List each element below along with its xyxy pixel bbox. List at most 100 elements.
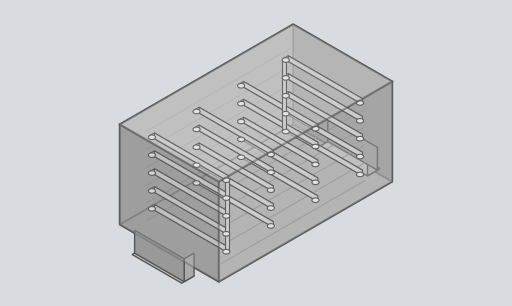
Ellipse shape <box>148 153 156 157</box>
Polygon shape <box>219 81 392 282</box>
Ellipse shape <box>282 94 289 98</box>
Polygon shape <box>199 107 273 156</box>
Polygon shape <box>199 179 273 227</box>
Polygon shape <box>283 112 287 132</box>
Ellipse shape <box>356 118 364 123</box>
Ellipse shape <box>223 214 230 218</box>
Ellipse shape <box>356 136 364 141</box>
Ellipse shape <box>223 249 230 254</box>
Polygon shape <box>150 151 229 197</box>
Ellipse shape <box>193 127 200 132</box>
Polygon shape <box>283 109 362 155</box>
Polygon shape <box>293 24 392 181</box>
Ellipse shape <box>267 188 274 192</box>
Ellipse shape <box>356 154 364 159</box>
Polygon shape <box>150 204 229 250</box>
Ellipse shape <box>312 144 319 149</box>
Polygon shape <box>120 125 392 282</box>
Ellipse shape <box>267 224 274 228</box>
Ellipse shape <box>267 152 274 157</box>
Polygon shape <box>199 143 273 192</box>
Polygon shape <box>283 94 287 114</box>
Ellipse shape <box>267 170 274 175</box>
Polygon shape <box>225 215 229 236</box>
Ellipse shape <box>282 76 289 80</box>
Ellipse shape <box>193 181 200 185</box>
Polygon shape <box>283 58 287 78</box>
Polygon shape <box>225 198 229 218</box>
Polygon shape <box>288 56 362 104</box>
Ellipse shape <box>282 58 289 62</box>
Polygon shape <box>288 74 362 122</box>
Polygon shape <box>328 119 377 170</box>
Polygon shape <box>150 169 229 215</box>
Polygon shape <box>194 125 273 171</box>
Polygon shape <box>225 180 229 200</box>
Polygon shape <box>155 204 229 253</box>
Polygon shape <box>283 56 362 102</box>
Ellipse shape <box>238 119 245 124</box>
Polygon shape <box>244 99 318 148</box>
Ellipse shape <box>223 196 230 200</box>
Polygon shape <box>283 74 362 119</box>
Polygon shape <box>184 253 194 282</box>
Polygon shape <box>120 24 293 225</box>
Ellipse shape <box>312 198 319 203</box>
Ellipse shape <box>282 111 289 116</box>
Polygon shape <box>244 135 318 184</box>
Polygon shape <box>283 127 362 173</box>
Polygon shape <box>239 117 318 163</box>
Polygon shape <box>155 169 229 217</box>
Ellipse shape <box>312 180 319 185</box>
Polygon shape <box>194 107 273 153</box>
Polygon shape <box>155 187 229 235</box>
Polygon shape <box>194 161 273 207</box>
Ellipse shape <box>148 171 156 175</box>
Polygon shape <box>244 81 318 130</box>
Ellipse shape <box>356 172 364 177</box>
Polygon shape <box>194 179 273 225</box>
Ellipse shape <box>238 84 245 88</box>
Polygon shape <box>155 133 229 181</box>
Polygon shape <box>239 135 318 181</box>
Ellipse shape <box>238 137 245 142</box>
Polygon shape <box>244 153 318 202</box>
Polygon shape <box>194 143 273 189</box>
Polygon shape <box>155 151 229 200</box>
Ellipse shape <box>223 178 230 182</box>
Polygon shape <box>318 140 380 176</box>
Polygon shape <box>239 81 318 127</box>
Ellipse shape <box>193 109 200 114</box>
Ellipse shape <box>193 145 200 150</box>
Polygon shape <box>120 24 392 181</box>
Polygon shape <box>244 117 318 166</box>
Ellipse shape <box>193 163 200 167</box>
Ellipse shape <box>238 101 245 106</box>
Polygon shape <box>288 127 362 176</box>
Polygon shape <box>120 125 219 282</box>
Polygon shape <box>239 99 318 145</box>
Polygon shape <box>120 24 392 181</box>
Ellipse shape <box>312 126 319 131</box>
Ellipse shape <box>148 135 156 140</box>
Polygon shape <box>150 133 229 179</box>
Polygon shape <box>368 147 377 176</box>
Ellipse shape <box>312 162 319 167</box>
Ellipse shape <box>356 101 364 105</box>
Polygon shape <box>150 187 229 232</box>
Polygon shape <box>283 76 287 96</box>
Polygon shape <box>199 161 273 210</box>
Polygon shape <box>288 109 362 158</box>
Ellipse shape <box>282 129 289 134</box>
Ellipse shape <box>238 155 245 160</box>
Polygon shape <box>135 230 184 282</box>
Ellipse shape <box>148 188 156 193</box>
Polygon shape <box>199 125 273 174</box>
Polygon shape <box>283 91 362 137</box>
Polygon shape <box>288 91 362 140</box>
Polygon shape <box>120 125 219 282</box>
Polygon shape <box>219 81 392 282</box>
Polygon shape <box>225 233 229 254</box>
Ellipse shape <box>267 206 274 210</box>
Ellipse shape <box>223 232 230 236</box>
